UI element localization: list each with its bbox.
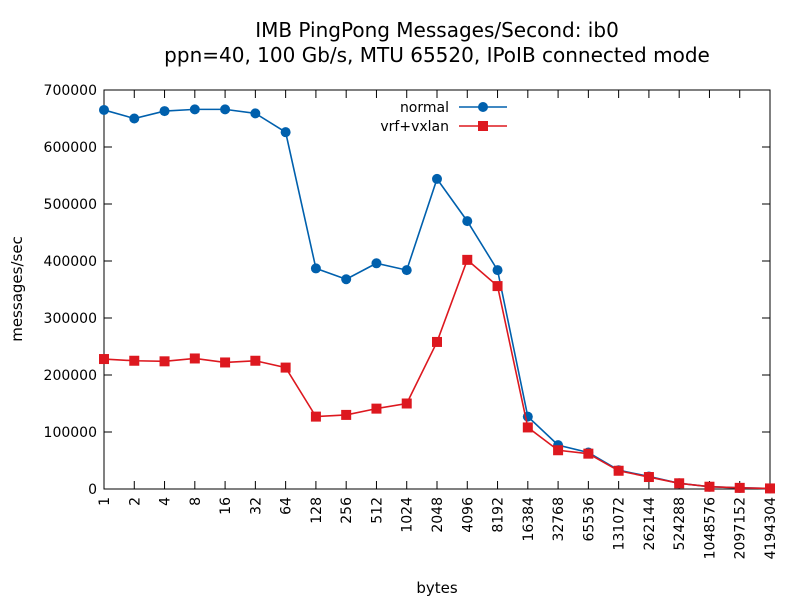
data-point xyxy=(462,216,473,227)
x-tick-label: 32 xyxy=(248,497,264,515)
x-tick-label: 64 xyxy=(279,497,295,515)
y-tick-label: 700000 xyxy=(44,83,97,99)
legend-label: normal xyxy=(400,100,449,116)
x-tick-label: 128 xyxy=(309,497,325,524)
data-point xyxy=(432,173,442,184)
y-tick-label: 400000 xyxy=(44,254,97,270)
data-point xyxy=(341,409,352,420)
y-tick-label: 200000 xyxy=(44,368,97,384)
data-point xyxy=(734,482,745,493)
data-point xyxy=(280,362,291,373)
series-layer xyxy=(99,104,775,494)
y-axis: 0 100000 200000 300000 400000 500000 600000 700… xyxy=(44,83,770,498)
legend-marker xyxy=(478,121,488,131)
x-tick-label: 4 xyxy=(158,497,174,506)
y-axis-label: messages/sec xyxy=(8,236,26,342)
x-tick-label: 8 xyxy=(188,497,204,506)
y-tick-label: 0 xyxy=(88,482,97,498)
data-point xyxy=(220,104,231,115)
x-tick-label: 65536 xyxy=(581,497,597,542)
data-point xyxy=(129,113,140,124)
data-point xyxy=(250,355,261,366)
x-tick-label: 1024 xyxy=(400,497,416,533)
data-point xyxy=(371,258,382,269)
legend: normal vrf+vxlan xyxy=(380,100,507,135)
x-tick-label: 256 xyxy=(339,497,355,524)
data-point xyxy=(310,263,321,274)
data-point xyxy=(250,108,261,119)
x-tick-label: 1048576 xyxy=(702,497,718,559)
data-point xyxy=(401,265,412,276)
data-point xyxy=(220,357,231,368)
data-point xyxy=(189,353,200,364)
data-point xyxy=(765,483,775,494)
x-tick-label: 4194304 xyxy=(763,497,779,559)
data-point xyxy=(129,355,140,366)
x-tick-label: 512 xyxy=(369,497,385,524)
data-point xyxy=(341,274,352,285)
legend-label: vrf+vxlan xyxy=(380,119,449,135)
x-tick-label: 8192 xyxy=(491,497,507,533)
data-point xyxy=(432,336,442,347)
data-point xyxy=(643,472,654,483)
data-point xyxy=(99,104,109,115)
x-tick-label: 131072 xyxy=(612,497,628,550)
x-tick-label: 16384 xyxy=(521,497,537,542)
y-tick-label: 600000 xyxy=(44,140,97,156)
data-point xyxy=(553,445,564,456)
legend-marker xyxy=(478,102,488,112)
x-tick-label: 2097152 xyxy=(733,497,749,559)
data-point xyxy=(159,106,170,117)
data-point xyxy=(492,265,503,276)
data-point xyxy=(492,281,503,292)
data-point xyxy=(522,422,533,433)
x-axis-label: bytes xyxy=(416,579,458,597)
x-tick-label: 262144 xyxy=(642,497,658,551)
x-tick-label: 2 xyxy=(127,497,143,506)
x-tick-label: 2048 xyxy=(430,497,446,533)
y-tick-label: 100000 xyxy=(44,425,97,441)
y-tick-label: 300000 xyxy=(44,311,97,327)
data-point xyxy=(371,403,382,414)
x-tick-label: 1 xyxy=(97,497,113,506)
y-tick-label: 500000 xyxy=(44,197,97,213)
series-line-vrf-vxlan xyxy=(103,258,771,490)
x-tick-label: 32768 xyxy=(551,497,567,542)
data-point xyxy=(189,104,200,115)
plot-frame xyxy=(103,89,771,490)
chart-title-line-1: IMB PingPong Messages/Second: ib0 xyxy=(255,18,619,42)
data-point xyxy=(401,398,412,409)
data-point xyxy=(462,254,473,265)
data-point xyxy=(280,127,291,138)
data-point xyxy=(159,356,170,367)
x-tick-label: 4096 xyxy=(460,497,476,533)
series-line-normal xyxy=(103,108,771,490)
x-axis: 1 2 4 8 16 32 64 128 256 512 1024 2048 4096 8192 16384… xyxy=(97,90,779,559)
data-point xyxy=(613,465,624,476)
chart-title-line-2: ppn=40, 100 Gb/s, MTU 65520, IPoIB conne… xyxy=(164,43,710,67)
data-point xyxy=(583,448,594,459)
x-tick-label: 16 xyxy=(218,497,234,515)
data-point xyxy=(310,411,321,422)
x-tick-label: 524288 xyxy=(672,497,688,550)
data-point xyxy=(704,481,715,492)
data-point xyxy=(674,478,685,489)
data-point xyxy=(99,354,109,365)
